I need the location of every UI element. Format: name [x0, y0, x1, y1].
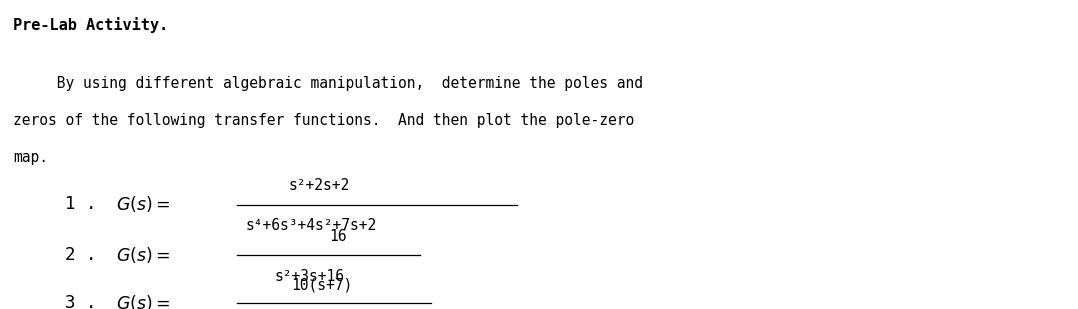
Text: 2 .: 2 .: [65, 246, 96, 264]
Text: By using different algebraic manipulation,  determine the poles and: By using different algebraic manipulatio…: [13, 76, 642, 91]
Text: s²+2s+2: s²+2s+2: [289, 178, 350, 193]
Text: map.: map.: [13, 150, 47, 165]
Text: $G(s) =$: $G(s) =$: [116, 194, 170, 214]
Text: 1 .: 1 .: [65, 195, 96, 213]
Text: 3 .: 3 .: [65, 294, 96, 309]
Text: s⁴+6s³+4s²+7s+2: s⁴+6s³+4s²+7s+2: [246, 218, 377, 233]
Text: 10(s+7): 10(s+7): [291, 277, 353, 292]
Text: s²+3s+16: s²+3s+16: [275, 269, 345, 284]
Text: $G(s) =$: $G(s) =$: [116, 293, 170, 309]
Text: $G(s) =$: $G(s) =$: [116, 245, 170, 265]
Text: zeros of the following transfer functions.  And then plot the pole-zero: zeros of the following transfer function…: [13, 113, 634, 128]
Text: 16: 16: [329, 229, 346, 244]
Text: Pre-Lab Activity.: Pre-Lab Activity.: [13, 17, 168, 33]
